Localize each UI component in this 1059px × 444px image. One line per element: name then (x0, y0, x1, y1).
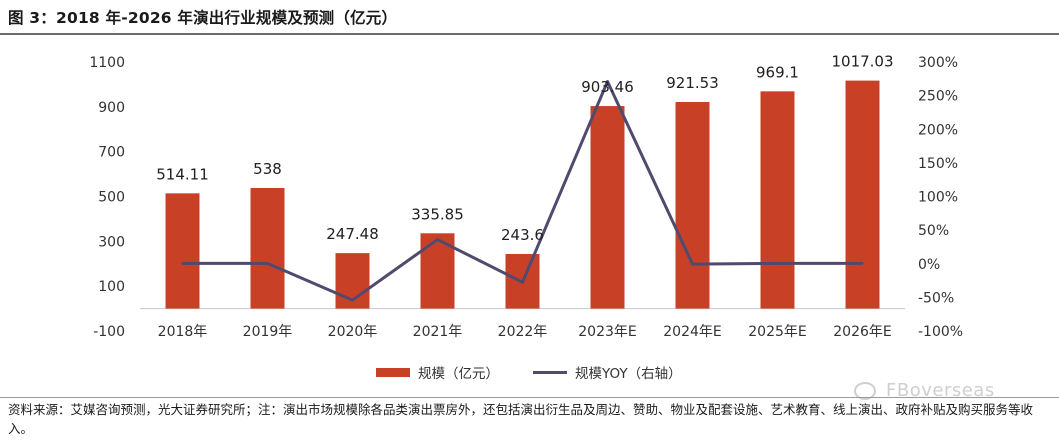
yoy-point (351, 298, 354, 302)
bar (250, 187, 285, 309)
bar-value-label: 921.53 (666, 74, 719, 92)
title-divider (0, 33, 1059, 35)
source-divider (0, 397, 1059, 398)
right-axis-tick-label: 0% (918, 257, 940, 273)
yoy-point (181, 262, 184, 265)
x-axis-tick-label: 2018年 (158, 324, 208, 340)
bar (675, 102, 710, 309)
yoy-point (776, 262, 779, 265)
right-axis-tick-label: 100% (918, 190, 958, 206)
x-axis-tick-label: 2021年 (413, 324, 463, 340)
right-axis-tick-label: 250% (918, 89, 958, 105)
bar-value-label: 969.1 (756, 63, 799, 81)
right-axis-tick-label: 200% (918, 122, 958, 138)
bar-value-label: 903.46 (581, 78, 634, 96)
x-axis-tick-label: 2022年 (498, 324, 548, 340)
left-axis-tick-label: 1100 (89, 55, 125, 71)
right-axis-tick-label: 300% (918, 55, 958, 71)
chart-area: 1100 900 700 500 300 100 -100 300% 250% 200% 150% 1… (89, 53, 963, 340)
x-axis-tick-label: 2025年E (748, 324, 806, 340)
yoy-point (691, 262, 694, 266)
legend-swatch-bar (376, 367, 410, 377)
wechat-icon (854, 381, 876, 400)
bar-value-label: 1017.03 (831, 53, 893, 71)
legend-item-line: 规模YOY（右轴） (533, 362, 682, 382)
bar-value-label: 514.11 (156, 165, 209, 183)
yoy-point (861, 262, 864, 265)
yoy-point (606, 80, 609, 83)
source-note: 资料来源：艾媒咨询预测，光大证券研究所；注：演出市场规模除各品类演出票房外，还包… (8, 402, 1034, 436)
x-axis-tick-label: 2019年 (243, 324, 293, 340)
x-axis-tick-label: 2020年 (328, 324, 378, 340)
yoy-point (436, 238, 439, 241)
yoy-point (266, 262, 269, 265)
bar-value-label: 538 (253, 160, 282, 178)
bar (845, 80, 880, 309)
left-axis-tick-label: 300 (98, 234, 125, 250)
bar (165, 193, 200, 309)
left-axis-tick-label: -100 (93, 324, 125, 340)
legend-label-line: 规模YOY（右轴） (575, 366, 682, 382)
bar (590, 106, 625, 309)
right-axis-tick-label: 150% (918, 156, 958, 172)
x-axis-tick-label: 2023年E (578, 324, 636, 340)
legend-swatch-line (533, 370, 567, 374)
legend-item-bar: 规模（亿元） (376, 362, 499, 382)
left-axis-tick-label: 500 (98, 190, 125, 206)
left-axis-tick-label: 700 (98, 145, 125, 161)
right-axis-tick-label: -50% (918, 290, 954, 306)
left-axis-tick-label: 100 (98, 279, 125, 295)
right-axis-tick-label: 50% (918, 223, 949, 239)
bar (760, 91, 795, 309)
x-axis-tick-label: 2024年E (663, 324, 721, 340)
x-axis-tick-label: 2026年E (833, 324, 891, 340)
left-axis-tick-label: 900 (98, 100, 125, 116)
bar-value-label: 247.48 (326, 225, 379, 243)
watermark-text: FBoverseas (886, 380, 995, 401)
bar-value-label: 243.6 (501, 226, 544, 244)
bar-value-label: 335.85 (411, 205, 464, 223)
yoy-point (521, 281, 524, 284)
legend: 规模（亿元） 规模YOY（右轴） (0, 362, 1059, 382)
legend-label-bar: 规模（亿元） (418, 366, 499, 382)
chart-title: 图 3：2018 年-2026 年演出行业规模及预测（亿元） (8, 9, 398, 27)
right-axis-tick-label: -100% (918, 324, 963, 340)
watermark: FBoverseas (854, 380, 995, 401)
